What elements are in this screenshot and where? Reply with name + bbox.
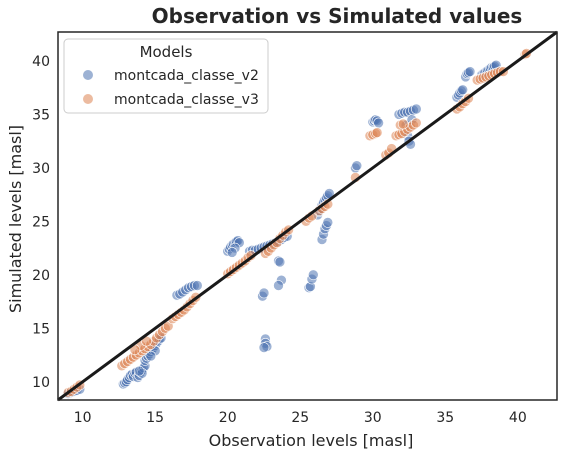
x-tick-label: 20 bbox=[219, 410, 237, 426]
x-tick-label: 10 bbox=[74, 410, 92, 426]
point-v2-75 bbox=[258, 342, 270, 353]
y-axis-label: Simulated levels [masl] bbox=[6, 125, 25, 313]
x-ticks: 10 15 20 25 30 35 40 bbox=[74, 410, 527, 426]
point-v2-111 bbox=[410, 103, 422, 115]
point-v2-121 bbox=[457, 84, 469, 96]
point-v2-125 bbox=[464, 66, 476, 77]
point-v3-76 bbox=[397, 118, 409, 130]
plot-frame bbox=[57, 31, 558, 401]
legend: Models montcada_classe_v2 montcada_class… bbox=[63, 38, 269, 114]
legend-label-v3: montcada_classe_v3 bbox=[114, 92, 259, 108]
point-v2-88 bbox=[322, 217, 334, 228]
x-tick-label: 35 bbox=[436, 410, 454, 426]
x-tick-label: 40 bbox=[509, 410, 527, 426]
y-ticks: 10 15 20 25 30 35 40 bbox=[32, 54, 50, 391]
legend-title: Models bbox=[140, 43, 193, 61]
point-v2-83 bbox=[307, 269, 319, 281]
point-v2-36 bbox=[145, 350, 157, 362]
x-axis-label: Observation levels [masl] bbox=[209, 431, 414, 450]
legend-label-v2: montcada_classe_v2 bbox=[114, 68, 259, 84]
x-tick-label: 30 bbox=[364, 410, 382, 426]
point-v2-71 bbox=[258, 287, 270, 299]
point-v3-74 bbox=[410, 117, 422, 129]
y-tick-label: 10 bbox=[32, 375, 50, 391]
point-v2-44 bbox=[192, 280, 203, 291]
y-tick-label: 20 bbox=[32, 268, 50, 284]
y-tick-label: 25 bbox=[32, 214, 50, 230]
legend-marker-v3 bbox=[83, 94, 93, 104]
point-v2-55 bbox=[226, 247, 238, 258]
point-v2-99 bbox=[351, 160, 363, 171]
x-tick-label: 25 bbox=[291, 410, 309, 426]
y-tick-label: 35 bbox=[32, 107, 50, 123]
y-tick-label: 40 bbox=[32, 54, 50, 70]
point-v2-22 bbox=[133, 365, 145, 377]
chart-title: Observation vs Simulated values bbox=[152, 4, 523, 28]
point-v2-77 bbox=[274, 256, 286, 268]
legend-marker-v2 bbox=[83, 70, 93, 80]
x-tick-label: 15 bbox=[146, 410, 164, 426]
legend-box bbox=[63, 38, 269, 114]
y-tick-label: 15 bbox=[32, 321, 50, 337]
reference-line bbox=[57, 30, 558, 402]
y-tick-label: 30 bbox=[32, 161, 50, 177]
point-v2-104 bbox=[373, 117, 384, 129]
point-v2-79 bbox=[273, 280, 284, 291]
point-v3-63 bbox=[371, 127, 383, 138]
